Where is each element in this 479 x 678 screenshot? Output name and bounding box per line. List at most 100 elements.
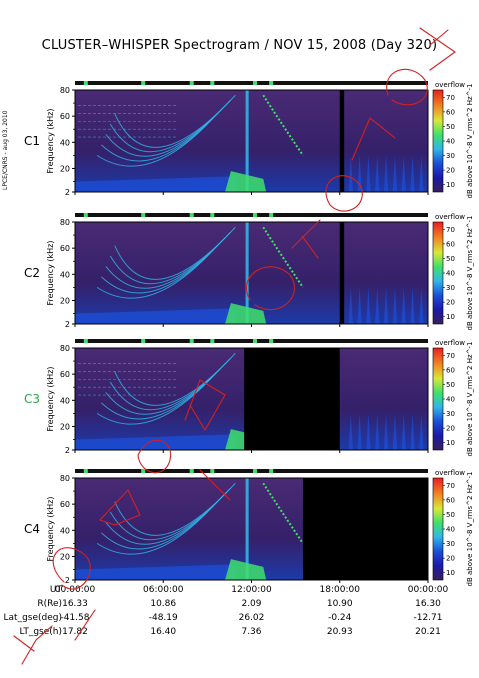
orbit-value: 20.21 — [415, 627, 441, 637]
y-tick-label: 2 — [65, 188, 70, 197]
status-bar-marker — [189, 213, 194, 217]
time-axis-label: 00:00:00 — [407, 585, 449, 595]
y-axis-label: Frequency (kHz) — [46, 241, 55, 306]
orbit-value: -0.24 — [328, 613, 352, 623]
y-tick-label: 80 — [60, 218, 70, 227]
orbit-row: R(Re) 16.33 10.86 2.09 10.90 16.30 — [0, 599, 479, 611]
spacecraft-label: C3 — [24, 392, 40, 406]
status-bar — [75, 81, 428, 85]
orbit-row: UT 00:00:00 06:00:00 12:00:00 18:00:00 00:00:… — [0, 585, 479, 597]
colorbar-overflow-label: overflow — [435, 339, 465, 347]
colorbar-tick-label: 30 — [446, 152, 455, 160]
y-tick-label: 60 — [60, 370, 70, 379]
orbit-row-label: UT — [49, 585, 62, 595]
status-bar-marker — [141, 213, 146, 217]
y-axis-label: Frequency (kHz) — [46, 367, 55, 432]
colorbar-tick-label: 50 — [446, 123, 455, 131]
colorbar — [432, 89, 444, 193]
status-bar — [75, 469, 428, 473]
orbit-value: 17.82 — [62, 627, 88, 637]
status-bar-marker — [210, 469, 215, 473]
orbit-value: -12.71 — [413, 613, 443, 623]
colorbar-tick-label: 10 — [446, 439, 455, 447]
y-axis-label: Frequency (kHz) — [46, 497, 55, 562]
y-tick-label: 60 — [60, 112, 70, 121]
status-bar-marker — [83, 339, 88, 343]
orbit-row: LT_gse(h) 17.82 16.40 7.36 20.93 20.21 — [0, 627, 479, 639]
spacecraft-label: C4 — [24, 522, 40, 536]
y-tick-label: 60 — [60, 244, 70, 253]
colorbar-tick-label: 40 — [446, 138, 455, 146]
y-tick-label: 80 — [60, 474, 70, 483]
colorbar-tick-label: 60 — [446, 108, 455, 116]
colorbar-tick-label: 50 — [446, 255, 455, 263]
colorbar-tick-label: 60 — [446, 496, 455, 504]
status-bar-marker — [269, 469, 274, 473]
y-tick-label: 80 — [60, 344, 70, 353]
status-bar-marker — [83, 469, 88, 473]
colorbar-tick-label: 50 — [446, 381, 455, 389]
orbit-value: 16.40 — [150, 627, 177, 637]
time-axis-label: 12:00:00 — [231, 585, 272, 595]
y-tick-label: 20 — [60, 552, 70, 561]
y-tick-label: 2 — [65, 446, 70, 455]
colorbar-tick-label: 50 — [446, 511, 455, 519]
spacecraft-label: C1 — [24, 134, 40, 148]
y-tick-label: 2 — [65, 576, 70, 585]
time-axis-label: 00:00:00 — [54, 585, 96, 595]
colorbar-label: dB above 10^-8 V_rms^2 Hz^-1 — [466, 84, 474, 199]
time-axis-label: 18:00:00 — [319, 585, 360, 595]
status-bar-marker — [252, 81, 257, 85]
status-bar-marker — [252, 469, 257, 473]
colorbar-label: dB above 10^-8 V_rms^2 Hz^-1 — [466, 472, 474, 587]
y-tick-label: 20 — [60, 164, 70, 173]
orbit-value: -41.58 — [60, 613, 90, 623]
colorbar — [432, 477, 444, 581]
status-bar-marker — [141, 339, 146, 343]
colorbar — [432, 221, 444, 325]
orbit-row-label: Lat_gse(deg) — [3, 613, 62, 623]
status-bar-marker — [269, 81, 274, 85]
y-tick-label: 40 — [60, 138, 70, 147]
colorbar-tick-label: 70 — [446, 482, 455, 490]
colorbar-tick-label: 10 — [446, 313, 455, 321]
y-tick-label: 40 — [60, 526, 70, 535]
status-bar — [75, 213, 428, 217]
colorbar-tick-label: 70 — [446, 94, 455, 102]
y-tick-label: 20 — [60, 422, 70, 431]
status-bar-marker — [252, 213, 257, 217]
y-tick-label: 80 — [60, 86, 70, 95]
colorbar-tick-label: 40 — [446, 270, 455, 278]
chart-title: CLUSTER–WHISPER Spectrogram / NOV 15, 20… — [41, 38, 438, 53]
orbit-value: 16.33 — [62, 599, 88, 609]
colorbar-tick-label: 20 — [446, 555, 455, 563]
orbit-value: 2.09 — [241, 599, 262, 609]
data-gap — [339, 222, 345, 324]
y-axis-label: Frequency (kHz) — [46, 109, 55, 174]
spectrogram-panel-c3: 2 20 40 60 80 Frequency (kHz) C3 10 20 30 40 50 60 70… — [24, 339, 474, 456]
colorbar-overflow-label: overflow — [435, 81, 465, 89]
status-bar-marker — [141, 469, 146, 473]
spectrogram-panel-c1: 2 20 40 60 80 Frequency (kHz) C1 10 20 30 40 50 60 70… — [24, 81, 474, 199]
status-bar — [75, 339, 428, 343]
colorbar-tick-label: 10 — [446, 569, 455, 577]
y-tick-label: 2 — [65, 320, 70, 329]
time-axis-label: 06:00:00 — [143, 585, 184, 595]
data-gap — [302, 478, 428, 580]
orbit-value: 20.93 — [326, 627, 353, 637]
colorbar-tick-label: 40 — [446, 526, 455, 534]
colorbar-tick-label: 10 — [446, 181, 455, 189]
status-bar-marker — [189, 81, 194, 85]
colorbar-tick-label: 60 — [446, 240, 455, 248]
colorbar-tick-label: 70 — [446, 352, 455, 360]
colorbar-tick-label: 60 — [446, 366, 455, 374]
colorbar-tick-label: 30 — [446, 284, 455, 292]
y-tick-label: 40 — [60, 396, 70, 405]
colorbar-tick-label: 20 — [446, 425, 455, 433]
orbit-row: Lat_gse(deg) -41.58 -48.19 26.02 -0.24 -12.71 — [0, 613, 479, 625]
orbit-value: 7.36 — [241, 627, 262, 637]
colorbar-tick-label: 20 — [446, 167, 455, 175]
status-bar-marker — [83, 81, 88, 85]
status-bar-marker — [141, 81, 146, 85]
orbit-value: 10.86 — [150, 599, 177, 609]
